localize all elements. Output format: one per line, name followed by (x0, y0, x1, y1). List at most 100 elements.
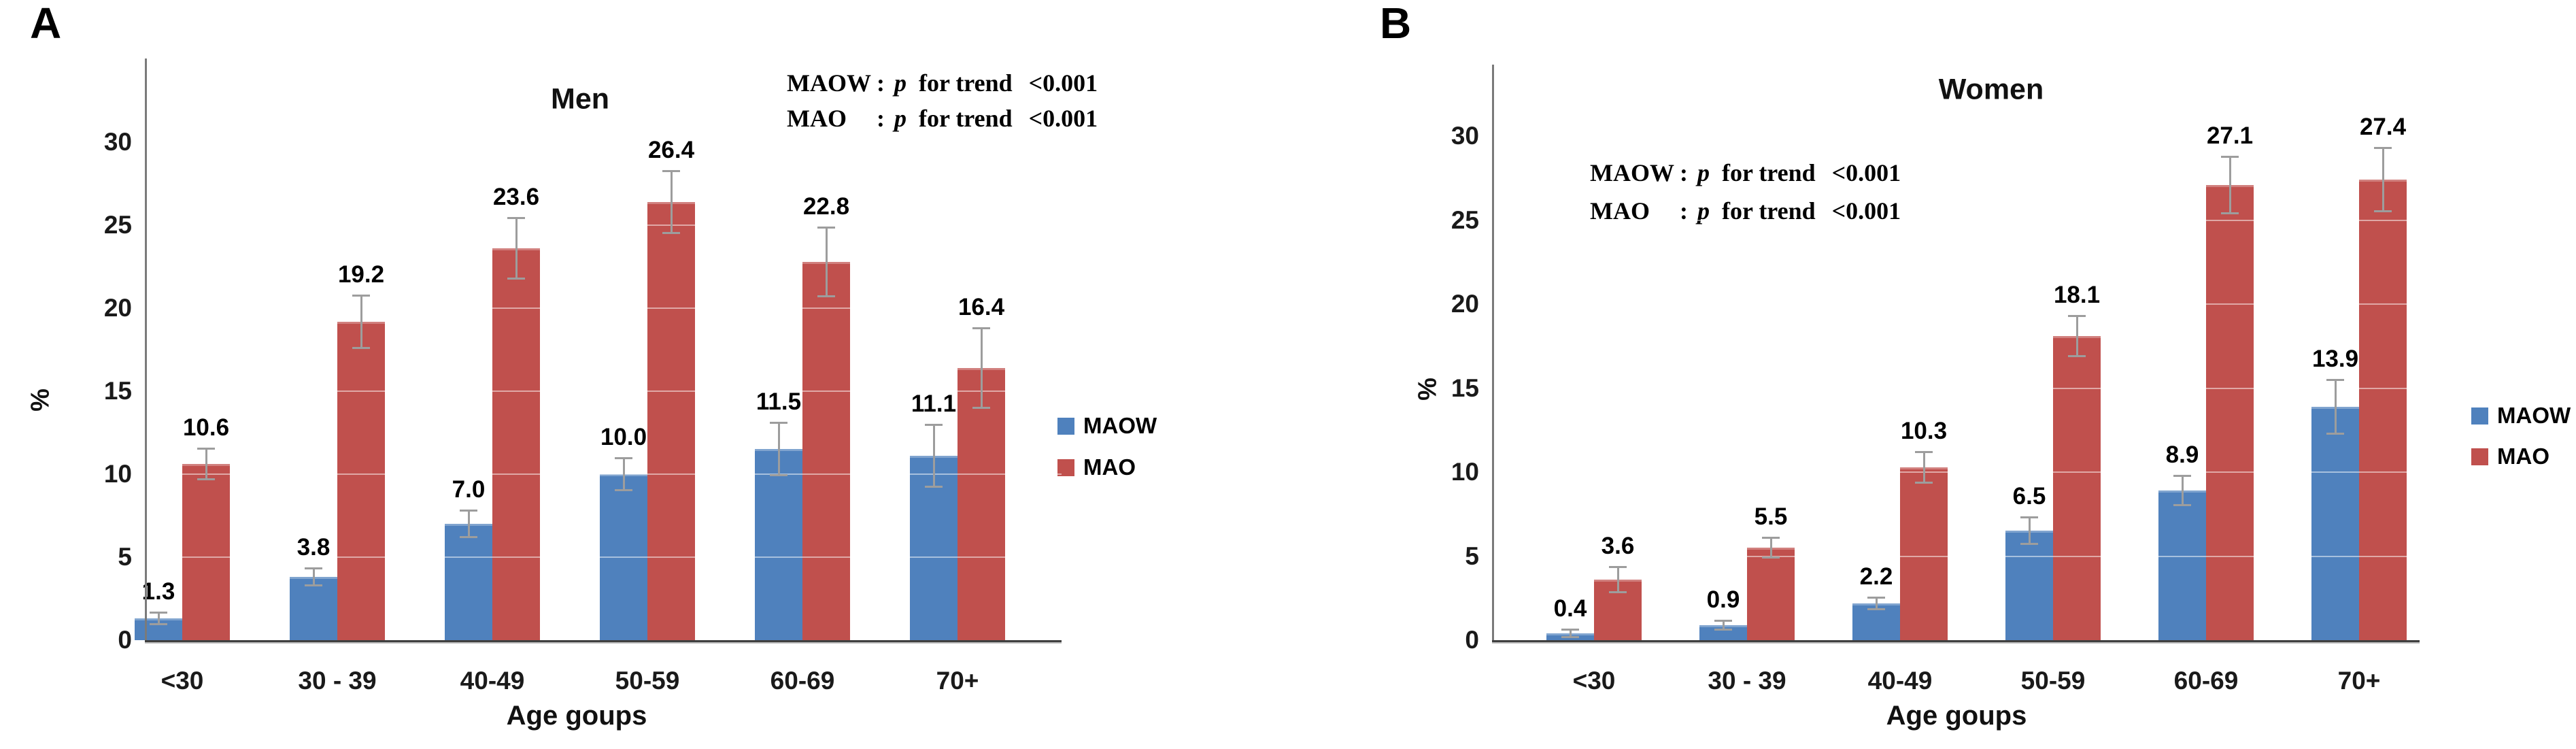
error-bar-cap-top (1561, 629, 1579, 631)
error-bar-cap-top (1867, 597, 1885, 599)
error-bar (2075, 316, 2078, 356)
gridline (1494, 471, 2420, 473)
legend-label: MAO (2497, 444, 2549, 469)
bar-value-label: 2.2 (1859, 563, 1893, 590)
bar-mao-70+ (2359, 180, 2407, 640)
error-bar-cap-top (460, 510, 477, 512)
error-bar-cap-top (507, 217, 525, 219)
error-bar-cap-top (662, 170, 680, 172)
error-bar-cap-bottom (2020, 543, 2038, 545)
x-tick-label: 60-69 (2173, 667, 2239, 695)
bar-value-label: 7.0 (452, 476, 486, 503)
error-bar-cap-bottom (2068, 355, 2086, 357)
bar-mao-30 - 39 (1747, 548, 1795, 640)
error-bar (2334, 380, 2337, 434)
gridline (147, 390, 1062, 392)
error-bar-cap-top (2221, 156, 2239, 158)
annotation-text: for trend (919, 69, 1013, 97)
y-tick-label: 30 (1451, 122, 1479, 150)
error-bar (1616, 567, 1619, 593)
gridline (1494, 219, 2420, 221)
bar-maow-30 - 39 (290, 577, 337, 640)
error-bar (205, 448, 207, 480)
p-for-trend-annotation: MAOW: p for trend <0.001 MAO: p for trend <0.0… (1590, 154, 1901, 230)
error-bar-cap-bottom (2221, 212, 2239, 214)
gridline (1494, 387, 2420, 389)
bar-mao-60-69 (2206, 185, 2254, 640)
error-bar-cap-bottom (817, 295, 835, 297)
x-axis-shadow (1492, 642, 2420, 644)
bar-maow-50-59 (2005, 531, 2053, 640)
annotation-p: p (894, 69, 906, 97)
bar-value-label: 0.9 (1706, 586, 1740, 613)
error-bar-cap-top (972, 327, 990, 329)
mao-swatch (1057, 459, 1074, 476)
bar-value-label: 11.1 (911, 390, 957, 417)
error-bar-cap-bottom (352, 347, 370, 349)
bar-maow-60-69 (2158, 490, 2206, 640)
p-for-trend-annotation: MAOW: p for trend <0.001 MAO: p for trend <0.0… (787, 65, 1098, 136)
legend-item-mao: MAO (1057, 454, 1136, 480)
error-bar (2382, 148, 2384, 212)
bar-value-label: 10.6 (182, 414, 230, 441)
bar-value-label: 11.5 (756, 388, 802, 415)
bar-value-label: 19.2 (337, 261, 385, 288)
x-tick-label: <30 (1572, 667, 1616, 695)
bar-value-label: 27.1 (2206, 122, 2254, 149)
y-tick-label: 20 (1451, 290, 1479, 318)
error-bar (515, 218, 518, 279)
y-tick-label: 0 (118, 626, 132, 654)
bar-mao-30 - 39 (337, 322, 385, 640)
error-bar-cap-top (770, 422, 787, 424)
annotation-text: for trend (1722, 159, 1816, 186)
y-tick-label: 0 (1465, 626, 1479, 654)
x-tick-label: 70+ (2337, 667, 2381, 695)
y-tick-label: 10 (1451, 458, 1479, 486)
error-bar-cap-top (1714, 620, 1732, 622)
panel-letter-a: A (30, 0, 62, 48)
x-tick-label: 60-69 (770, 667, 835, 695)
annotation-p: p (1697, 197, 1710, 224)
bar-value-label: 6.5 (2012, 483, 2046, 510)
bar-value-label: 18.1 (2053, 282, 2101, 308)
annotation-value: <0.001 (1831, 159, 1901, 186)
annotation-p: p (1697, 159, 1710, 186)
gridline (1494, 135, 2420, 137)
error-bar (1875, 597, 1878, 610)
error-bar-cap-bottom (1915, 482, 1933, 484)
error-bar-cap-top (2374, 147, 2392, 149)
y-tick-label: 20 (103, 294, 132, 322)
error-bar (2228, 156, 2231, 214)
x-tick-label: 50-59 (2020, 667, 2086, 695)
bar-mao-<30 (182, 464, 230, 640)
error-bar-cap-top (2020, 516, 2038, 518)
error-bar-cap-bottom (925, 486, 943, 488)
bar-value-label: 10.0 (600, 424, 647, 450)
panel-women: B Women MAOW: p for trend <0.001 MAO: p for t… (1288, 0, 2576, 749)
error-bar (312, 568, 315, 586)
x-tick-label: 50-59 (615, 667, 680, 695)
bar-mao-60-69 (802, 262, 850, 640)
annotation-value: <0.001 (1028, 105, 1098, 132)
error-bar-cap-bottom (460, 536, 477, 538)
chart-title-women: Women (1938, 73, 2044, 106)
error-bar (360, 295, 362, 348)
bar-value-label: 10.3 (1900, 418, 1948, 444)
legend-label: MAOW (1083, 413, 1157, 438)
error-bar-cap-bottom (770, 474, 787, 476)
annotation-series-name: MAO (1590, 197, 1650, 224)
gridline (147, 307, 1062, 309)
y-tick-label: 5 (118, 543, 132, 571)
error-bar-cap-bottom (662, 232, 680, 234)
error-bar-cap-top (925, 424, 943, 426)
bar-mao-70+ (957, 368, 1005, 640)
x-axis (145, 640, 1062, 642)
error-bar (2181, 476, 2184, 505)
error-bar-cap-bottom (150, 623, 167, 625)
error-bar-cap-bottom (2374, 210, 2392, 212)
y-tick-label: 25 (103, 211, 132, 239)
annotation-series-name: MAOW (787, 69, 871, 97)
x-tick-label: 30 - 39 (1708, 667, 1786, 695)
error-bar (1769, 537, 1772, 558)
